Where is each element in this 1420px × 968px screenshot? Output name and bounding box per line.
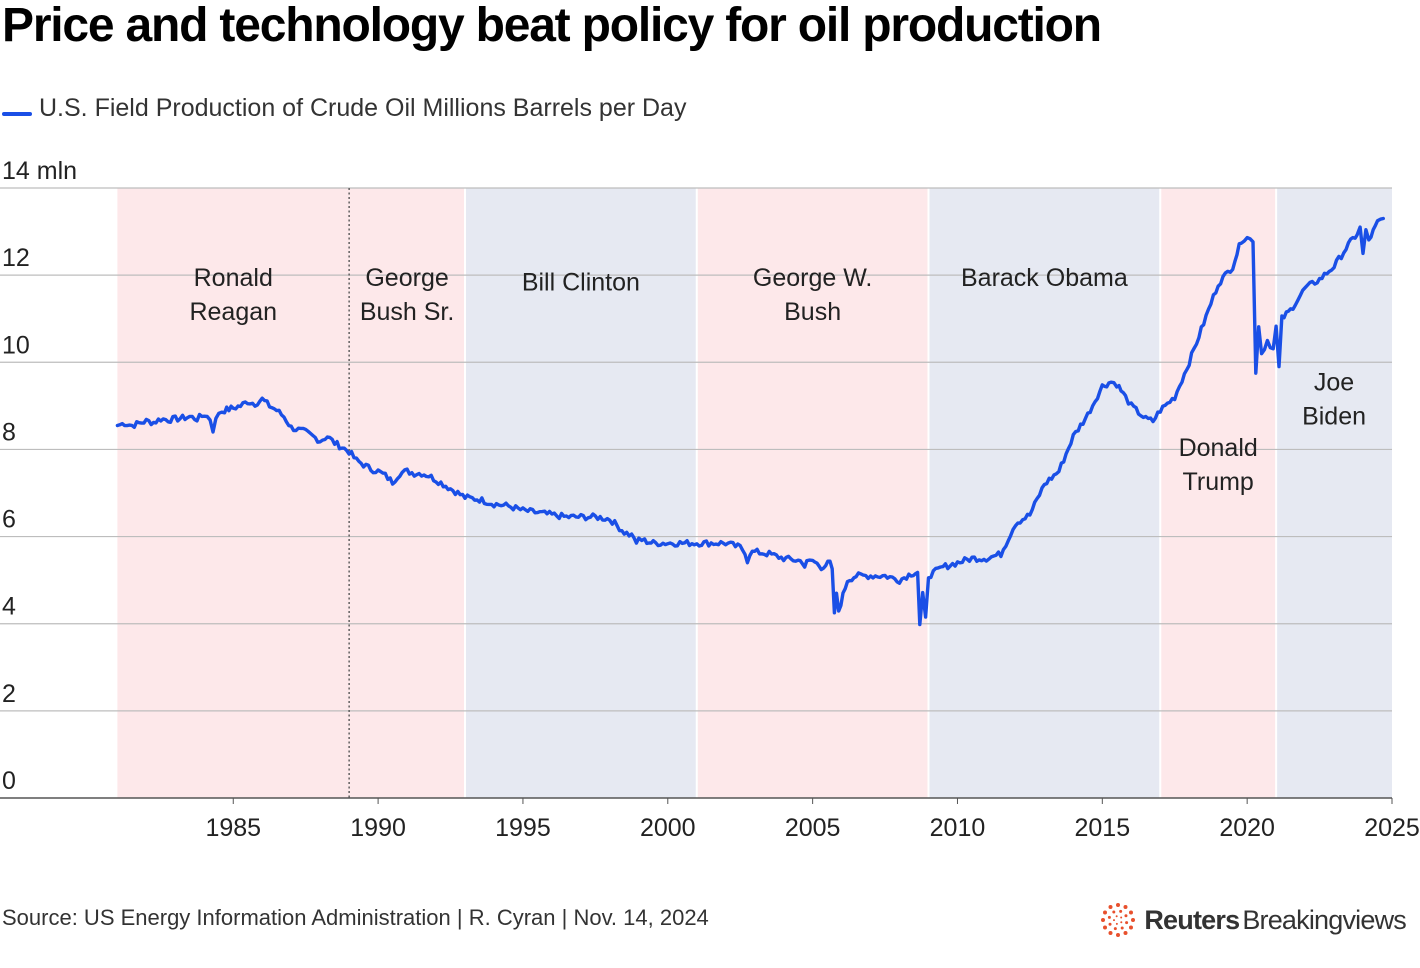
brand-reuters: Reuters (1144, 904, 1240, 935)
logo-dot (1108, 915, 1112, 919)
logo-dot (1129, 925, 1134, 930)
source-note: Source: US Energy Information Administra… (2, 905, 709, 930)
line-chart: Ronald Reagan George Bush Sr. Bill Clinton Ge… (0, 157, 1420, 842)
legend: U.S. Field Production of Crude Oil Milli… (2, 94, 686, 123)
y-tick-label: 14 mln (2, 157, 77, 185)
era-band (117, 188, 350, 798)
era-label-line: Ronald (194, 264, 273, 292)
era-band (696, 188, 929, 798)
era-labels: Ronald Reagan George Bush Sr. Bill Clinton Ge… (189, 264, 1366, 496)
logo-dot (1103, 925, 1108, 930)
logo-dot (1123, 930, 1128, 935)
logo-dot (1114, 927, 1118, 931)
logo-dot (1101, 918, 1106, 922)
y-tick-label: 8 (2, 418, 16, 446)
logo-dot (1108, 930, 1113, 935)
logo-dot (1103, 910, 1108, 915)
logo-dot (1125, 921, 1129, 925)
era-label: Barack Obama (961, 264, 1128, 292)
logo-dot (1108, 922, 1112, 926)
logo-dot (1108, 905, 1113, 910)
series-line (115, 216, 1385, 627)
era-band (928, 188, 1161, 798)
x-tick-label: 2015 (1075, 814, 1131, 842)
era-label: Ronald Reagan (189, 264, 277, 326)
x-tick-label: 2025 (1364, 814, 1420, 842)
era-label: George W. Bush (753, 264, 873, 326)
x-tick-label: 1985 (205, 814, 261, 842)
gridlines (0, 187, 1392, 799)
era-label-line: Barack Obama (961, 264, 1128, 292)
y-axis: 0 2 4 6 8 10 12 14 mln (2, 157, 77, 795)
logo-dot (1131, 918, 1136, 922)
y-tick-label: 12 (2, 244, 30, 272)
y-tick-label: 2 (2, 680, 16, 708)
x-tick-label: 2005 (785, 814, 841, 842)
logo-dot (1116, 915, 1119, 918)
era-label-line: George W. (753, 264, 873, 292)
era-label-line: Donald (1179, 434, 1258, 462)
logo-dot (1121, 926, 1125, 930)
logo-dot (1120, 916, 1123, 919)
era-label-line: Biden (1302, 403, 1366, 431)
era-band (465, 188, 697, 798)
y-tick-label: 6 (2, 506, 16, 534)
logo-dot (1112, 910, 1116, 914)
logo-dot (1123, 905, 1128, 910)
x-axis: 1985 1990 1995 2000 2005 2010 2015 2020 2025 (205, 798, 1420, 842)
brand-logo: Reuters Breakingviews (1098, 900, 1407, 940)
era-label-line: Bill Clinton (522, 268, 640, 296)
era-label-line: Bush (784, 298, 841, 326)
era-label-line: Joe (1314, 369, 1354, 397)
logo-dot (1113, 919, 1116, 922)
era-label-line: Bush Sr. (360, 298, 455, 326)
era-label-line: Trump (1183, 468, 1254, 496)
brand-breakingviews: Breakingviews (1242, 904, 1406, 935)
era-band (1276, 188, 1392, 798)
era-label: George Bush Sr. (360, 264, 455, 326)
logo-dot (1120, 921, 1123, 924)
x-tick-label: 1995 (495, 814, 551, 842)
logo-dot (1116, 922, 1119, 925)
y-tick-label: 4 (2, 593, 16, 621)
era-label-line: George (365, 264, 448, 292)
data-series (115, 216, 1385, 627)
era-label: Donald Trump (1179, 434, 1258, 496)
era-label: Joe Biden (1302, 369, 1366, 431)
logo-dot (1119, 909, 1123, 913)
logo-dot (1124, 914, 1128, 918)
legend-swatch (2, 111, 32, 116)
presidential-era-bands (117, 188, 1392, 798)
y-tick-label: 10 (2, 331, 30, 359)
x-tick-label: 2000 (640, 814, 696, 842)
logo-dot (1116, 903, 1121, 907)
legend-label: U.S. Field Production of Crude Oil Milli… (39, 94, 687, 122)
x-tick-label: 1990 (350, 814, 406, 842)
era-band (349, 188, 466, 798)
chart-title: Price and technology beat policy for oil… (2, 0, 1102, 52)
x-tick-label: 2010 (930, 814, 986, 842)
reuters-dots-icon (1101, 903, 1136, 937)
era-label: Bill Clinton (522, 268, 640, 296)
x-tick-label: 2020 (1219, 814, 1275, 842)
era-label-line: Reagan (189, 298, 277, 326)
logo-dot (1129, 910, 1134, 915)
y-tick-label: 0 (2, 767, 16, 795)
logo-dot (1116, 933, 1121, 937)
